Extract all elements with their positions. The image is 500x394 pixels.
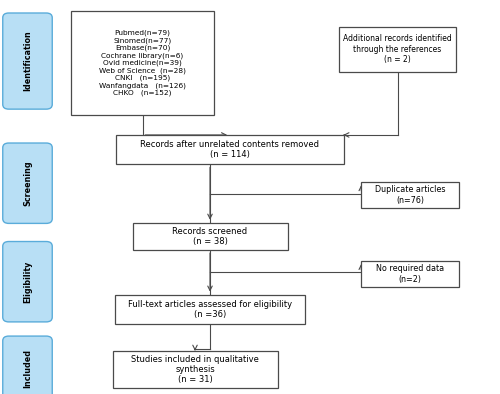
- FancyBboxPatch shape: [72, 11, 214, 115]
- Text: Identification: Identification: [23, 31, 32, 91]
- Text: Screening: Screening: [23, 160, 32, 206]
- FancyBboxPatch shape: [361, 182, 459, 208]
- FancyBboxPatch shape: [3, 143, 52, 223]
- FancyBboxPatch shape: [116, 135, 344, 165]
- FancyBboxPatch shape: [112, 351, 278, 388]
- FancyBboxPatch shape: [3, 242, 52, 322]
- Text: Included: Included: [23, 349, 32, 388]
- FancyBboxPatch shape: [361, 261, 459, 287]
- Text: Records after unrelated contents removed
(n = 114): Records after unrelated contents removed…: [140, 140, 320, 160]
- FancyBboxPatch shape: [3, 13, 52, 109]
- Text: No required data
(n=2): No required data (n=2): [376, 264, 444, 284]
- FancyBboxPatch shape: [115, 295, 305, 324]
- FancyBboxPatch shape: [339, 27, 456, 72]
- Text: Records screened
(n = 38): Records screened (n = 38): [172, 227, 248, 246]
- Text: Additional records identified
through the references
(n = 2): Additional records identified through th…: [343, 34, 452, 64]
- Text: Duplicate articles
(n=76): Duplicate articles (n=76): [375, 185, 446, 205]
- Text: Pubmed(n=79)
Sinomed(n=77)
Embase(n=70)
Cochrane library(n=6)
Ovid medicine(n=39: Pubmed(n=79) Sinomed(n=77) Embase(n=70) …: [99, 30, 186, 96]
- FancyBboxPatch shape: [132, 223, 288, 250]
- Text: Full-text articles assessed for eligibility
(n =36): Full-text articles assessed for eligibil…: [128, 299, 292, 319]
- FancyBboxPatch shape: [3, 336, 52, 394]
- Text: Studies included in qualitative
synthesis
(n = 31): Studies included in qualitative synthesi…: [131, 355, 259, 385]
- Text: Eligibility: Eligibility: [23, 260, 32, 303]
